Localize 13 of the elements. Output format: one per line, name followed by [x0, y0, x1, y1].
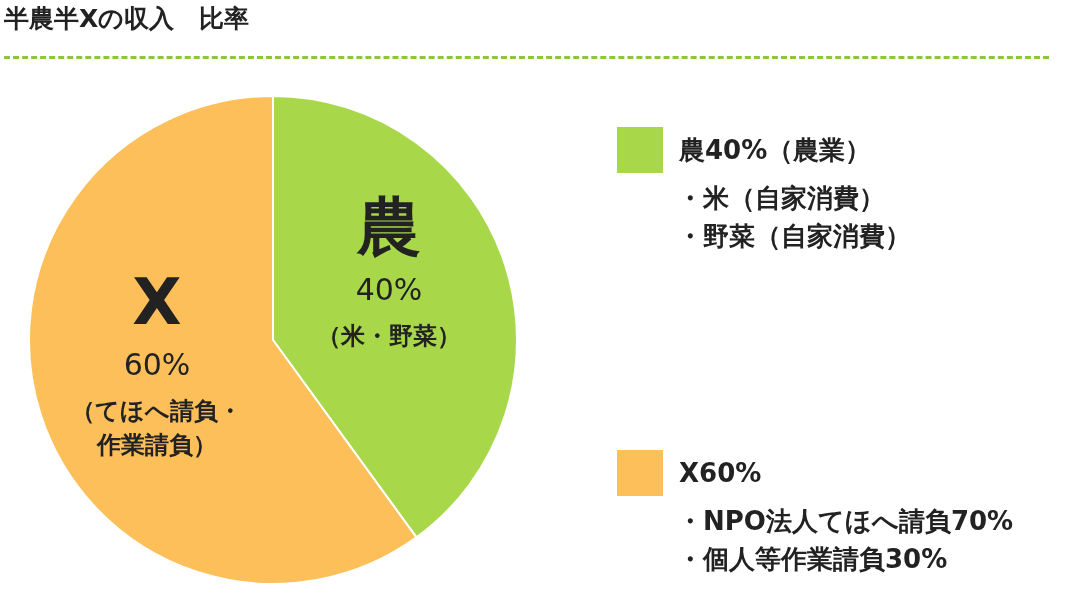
chart-title: 半農半Xの収入 比率: [4, 3, 250, 35]
text: X60%: [679, 458, 762, 488]
text: ・野菜（自家消費）: [677, 220, 911, 253]
text: ・個人等作業請負30%: [677, 543, 949, 576]
text: ・NPO法人てほへ請負70%: [677, 505, 1014, 538]
text: ・米（自家消費）: [677, 182, 886, 215]
text: （てほへ請負・作業請負）: [71, 396, 243, 459]
slice-label: 農: [356, 189, 422, 264]
text: 農40%（農業）: [679, 133, 872, 167]
data-label: 60%: [123, 347, 191, 383]
text: （米・野菜）: [317, 321, 462, 350]
data-label: 40%: [355, 272, 423, 308]
slice-label: X: [132, 265, 182, 340]
